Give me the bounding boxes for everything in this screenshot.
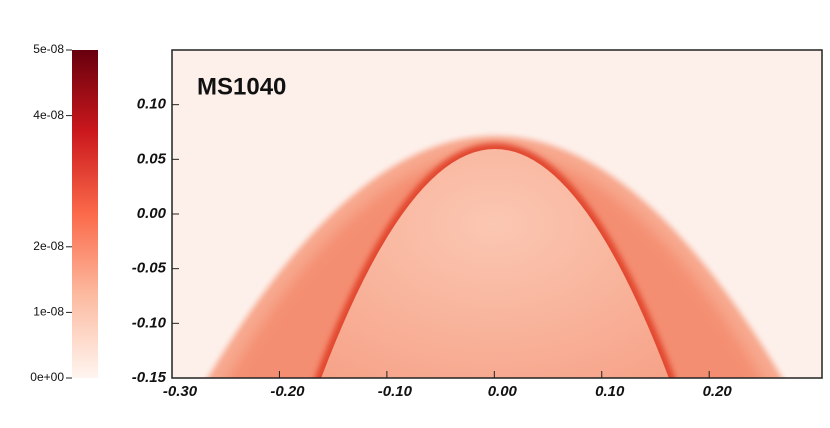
colorbar-tick-label: 4e-08 xyxy=(33,108,64,122)
colorbar-tick-label: 5e-08 xyxy=(33,42,64,56)
inner-region xyxy=(321,149,669,378)
y-tick-label: 0.05 xyxy=(137,150,167,167)
x-tick-label: -0.30 xyxy=(163,383,198,400)
x-tick-label: 0.20 xyxy=(703,383,733,400)
y-tick-label: -0.05 xyxy=(132,260,167,277)
annotation: MS1040 xyxy=(197,73,286,100)
colorbar-tick-label: 1e-08 xyxy=(33,305,64,319)
x-tick-label: 0.00 xyxy=(488,383,518,400)
y-tick-label: -0.10 xyxy=(132,314,167,331)
x-tick-label: -0.20 xyxy=(270,383,305,400)
y-tick-label: 0.10 xyxy=(137,96,167,113)
heatmap-field xyxy=(207,136,783,378)
x-tick-label: 0.10 xyxy=(595,383,625,400)
y-tick-label: -0.15 xyxy=(132,369,167,386)
y-tick-label: 0.00 xyxy=(137,205,167,222)
x-tick-label: -0.10 xyxy=(378,383,413,400)
colorbar-tick-label: 2e-08 xyxy=(33,239,64,253)
colorbar-tick-label: 0e+00 xyxy=(30,370,64,384)
colorbar xyxy=(72,50,98,378)
